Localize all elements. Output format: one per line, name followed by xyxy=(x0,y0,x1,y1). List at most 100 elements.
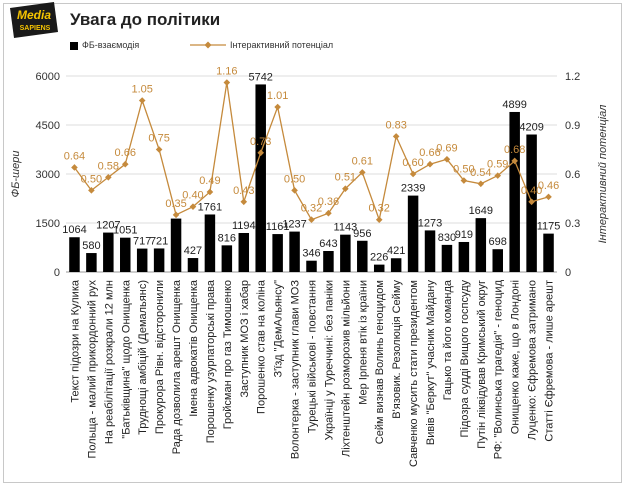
line-data-label: 0.64 xyxy=(64,150,85,162)
legend-bar-swatch xyxy=(70,42,78,50)
line-marker xyxy=(155,146,163,153)
line-marker xyxy=(206,188,214,196)
line-marker xyxy=(257,149,265,157)
legend-line-swatch xyxy=(190,41,226,49)
x-category-label: Мер Ірпеня втік із країни xyxy=(357,280,369,405)
line-data-label: 0.75 xyxy=(148,133,169,145)
bar-data-label: 643 xyxy=(319,238,337,250)
bar xyxy=(306,260,317,272)
x-category-label: Ліхтенштейн розморозив мільйони xyxy=(340,280,352,457)
line-marker xyxy=(274,103,281,111)
bar-data-label: 1064 xyxy=(62,224,86,236)
line-data-label: 0.40 xyxy=(182,190,203,202)
line-marker xyxy=(358,169,366,176)
line-marker xyxy=(392,133,400,140)
x-category-label: Путін ліквідував Кримський округ xyxy=(476,280,488,449)
x-category-label: Волонтерка - заступник глави МОЗ xyxy=(290,280,302,459)
line-data-label: 0.68 xyxy=(504,144,525,156)
line-data-label: 0.58 xyxy=(98,160,119,172)
bar-data-label: 721 xyxy=(150,235,168,247)
x-category-label: На реабілітації розкрали 12 млн xyxy=(103,280,115,444)
y-right-tick-label: 0.6 xyxy=(565,169,580,181)
line-data-label: 0.83 xyxy=(385,119,406,131)
line-data-label: 0.35 xyxy=(165,198,186,210)
bar-data-label: 830 xyxy=(438,232,456,244)
x-category-label: Турецькі військові - повстання xyxy=(307,280,319,433)
line-data-label: 0.50 xyxy=(81,173,102,185)
bar xyxy=(357,240,368,272)
line-data-label: 0.50 xyxy=(453,164,474,176)
x-category-label: В'язовик. Резолюція Сейму xyxy=(391,280,403,419)
legend-bar-label: ФБ-взаємодія xyxy=(82,40,140,50)
bar xyxy=(492,249,503,272)
logo-text-bottom: SAPIENS xyxy=(20,25,51,32)
y-right-tick-label: 1.2 xyxy=(565,71,580,83)
line-marker xyxy=(342,185,349,192)
bar-data-label: 1194 xyxy=(232,220,256,232)
bar-data-label: 1761 xyxy=(198,201,222,213)
bar-data-label: 1143 xyxy=(334,222,358,234)
series-line xyxy=(73,82,549,223)
line-marker xyxy=(511,157,518,165)
line-marker xyxy=(443,156,451,163)
bar-data-label: 717 xyxy=(133,236,151,248)
bar xyxy=(458,241,470,272)
bar xyxy=(103,232,114,272)
line-marker xyxy=(325,209,332,217)
bar-data-label: 698 xyxy=(489,236,507,248)
bar-data-label: 1051 xyxy=(113,225,137,237)
x-category-label: Прокурора Рівн. відсторонили xyxy=(154,280,166,434)
line-marker xyxy=(121,160,129,168)
bar-data-label: 2339 xyxy=(401,183,425,195)
bar-data-label: 4209 xyxy=(519,122,543,134)
line-marker xyxy=(189,203,197,210)
line-marker xyxy=(477,180,485,188)
logo-background xyxy=(10,2,58,38)
line-data-label: 0.66 xyxy=(419,147,440,159)
y-right-tick-label: 0 xyxy=(565,267,571,279)
y-left-tick-label: 4500 xyxy=(36,120,60,132)
bar-data-label: 580 xyxy=(82,240,100,252)
bar-data-label: 816 xyxy=(218,232,236,244)
bar-data-label: 4899 xyxy=(502,99,526,111)
line-data-label: 0.49 xyxy=(199,175,220,187)
x-category-label: Труднощі амбіцій (Демальянс) xyxy=(137,280,149,435)
y-left-tick-label: 6000 xyxy=(36,71,60,83)
line-data-label: 0.46 xyxy=(538,180,559,192)
line-data-label: 0.61 xyxy=(352,155,373,167)
bar xyxy=(238,232,250,272)
line-data-label: 0.60 xyxy=(402,157,423,169)
line-data-label: 0.59 xyxy=(487,159,508,171)
x-category-label: Порошенку узурпаторські права xyxy=(205,279,217,443)
media-sapiens-logo: Media SAPIENS xyxy=(10,2,58,38)
y-left-tick-label: 3000 xyxy=(36,169,60,181)
line-data-label: 0.54 xyxy=(470,167,491,179)
bar xyxy=(373,264,385,272)
bar-data-label: 1273 xyxy=(418,217,442,229)
x-category-label: "Батьківщина" щодо Онищенка xyxy=(120,279,132,439)
bar xyxy=(255,84,266,272)
bar-data-label: 1175 xyxy=(537,221,561,233)
y-right-axis-label: Інтерактивний потенціал xyxy=(597,105,609,244)
bar xyxy=(153,248,165,272)
bar-data-label: 1207 xyxy=(96,220,120,232)
line-data-label: 0.51 xyxy=(335,172,356,184)
line-marker xyxy=(308,216,315,224)
line-data-label: 0.50 xyxy=(284,173,305,185)
bar xyxy=(272,234,283,272)
bar xyxy=(424,230,436,272)
bar xyxy=(323,250,334,272)
x-category-label: Статті Єфремова - лише арешт xyxy=(544,280,556,442)
x-category-label: Польща - малий прикордонний рух xyxy=(86,280,98,459)
bar-data-label: 956 xyxy=(353,228,371,240)
bar xyxy=(120,237,131,272)
y-left-axis-label: ФБ-шери xyxy=(10,150,22,197)
bar xyxy=(170,218,182,272)
line-marker xyxy=(494,172,502,179)
bar xyxy=(340,234,351,272)
line-marker xyxy=(528,198,535,206)
line-marker xyxy=(240,198,248,206)
bar xyxy=(509,111,520,272)
bar-data-label: 421 xyxy=(387,245,405,257)
x-category-label: РФ: "Волинська трагедія" - геноцид xyxy=(493,279,505,459)
